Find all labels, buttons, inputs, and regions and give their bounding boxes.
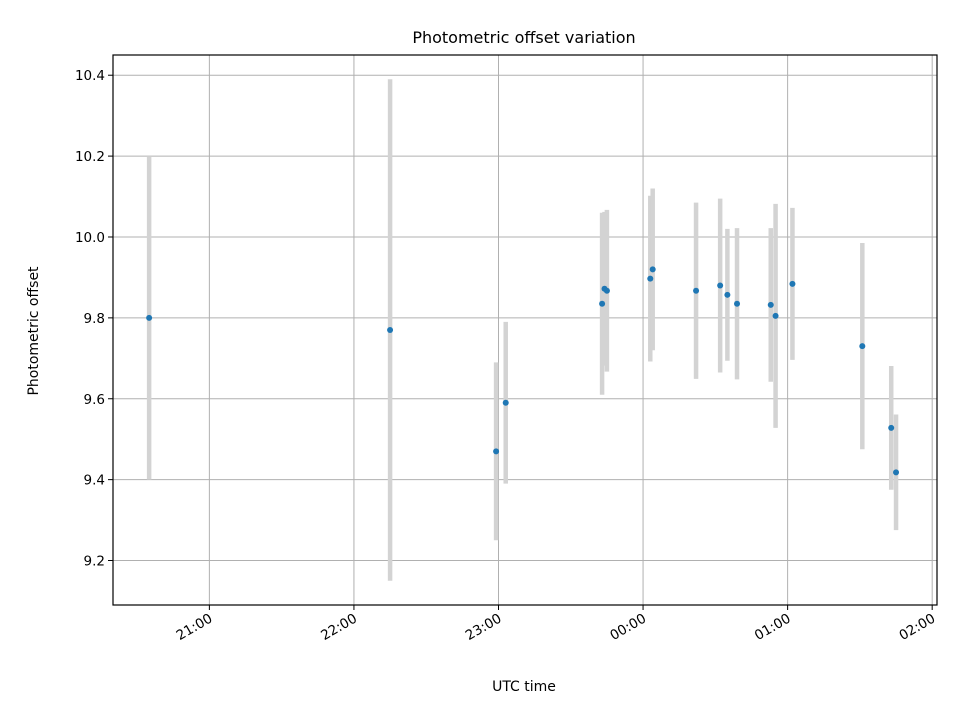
data-point — [734, 300, 741, 307]
y-tick-label: 10.2 — [75, 149, 105, 165]
data-point — [599, 300, 606, 307]
data-points — [146, 266, 900, 476]
chart-title: Photometric offset variation — [412, 28, 635, 47]
data-point — [502, 399, 509, 406]
data-point — [724, 291, 731, 298]
y-tick-label: 9.8 — [84, 311, 105, 327]
y-tick-label: 9.6 — [84, 392, 105, 408]
data-point — [717, 282, 724, 289]
data-point — [647, 275, 654, 282]
y-tick-label: 10.4 — [75, 68, 105, 84]
data-point — [789, 280, 796, 287]
plot-frame — [112, 54, 938, 606]
data-point — [493, 448, 500, 455]
data-point — [859, 343, 866, 350]
data-point — [767, 301, 774, 308]
data-point — [893, 469, 900, 476]
data-point — [693, 287, 700, 294]
y-tick-label: 9.2 — [84, 554, 105, 570]
data-point — [772, 312, 779, 319]
data-point — [146, 314, 153, 321]
data-point — [888, 424, 895, 431]
y-tick-label: 9.4 — [84, 473, 105, 489]
x-axis-label: UTC time — [492, 679, 556, 695]
data-point — [603, 287, 610, 294]
data-point — [387, 327, 394, 333]
grid-lines — [113, 55, 937, 605]
y-tick-label: 10.0 — [75, 230, 105, 246]
y-axis-label: Photometric offset — [26, 266, 42, 396]
data-point — [649, 266, 656, 273]
y-axis-ticks: 9.2 9.4 9.6 9.8 10.0 10.2 10.4 — [75, 68, 113, 570]
